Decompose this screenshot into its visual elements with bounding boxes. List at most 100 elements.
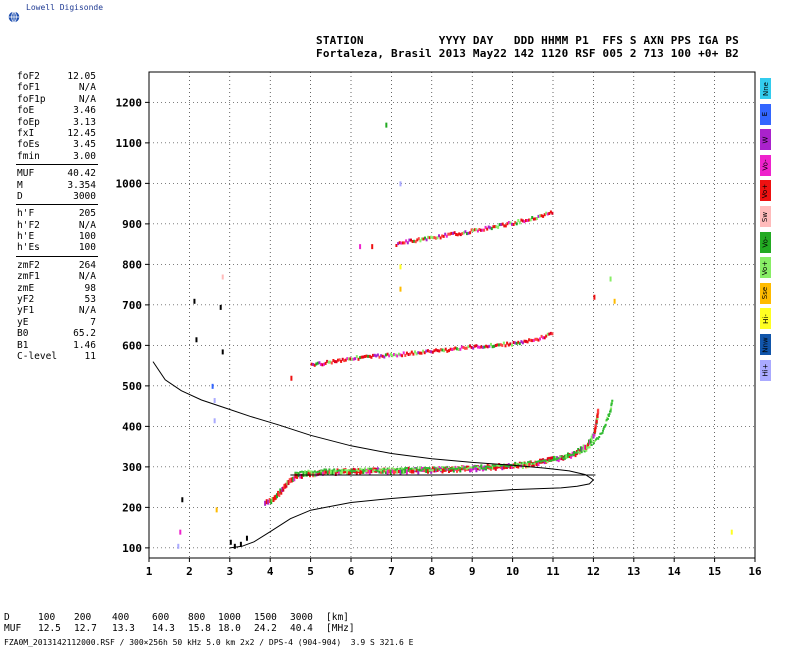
trace-marker: [389, 469, 392, 472]
trace-marker: [466, 232, 468, 236]
trace-marker: [531, 339, 534, 343]
trace-marker: [535, 461, 538, 467]
trace-marker: [573, 453, 575, 456]
noise-marker: [399, 264, 402, 270]
trace-marker: [413, 239, 416, 243]
trace-marker: [422, 349, 425, 353]
trace-marker: [486, 345, 489, 349]
legend-label: Sse: [761, 287, 770, 300]
trace-marker: [347, 357, 350, 361]
trace-marker: [423, 351, 426, 355]
trace-marker: [427, 235, 430, 239]
trace-marker: [599, 432, 602, 435]
trace-marker: [410, 468, 413, 474]
param-value: 7: [90, 316, 96, 328]
trace-marker: [493, 464, 496, 470]
trace-marker: [497, 225, 500, 229]
trace-marker: [525, 463, 527, 469]
trace-marker: [405, 351, 408, 355]
trace-marker: [336, 469, 339, 472]
trace-marker: [425, 349, 428, 353]
trace-marker: [333, 468, 336, 474]
param-row: M 3.354: [0, 180, 98, 191]
trace-marker: [528, 218, 531, 222]
trace-marker: [537, 214, 540, 218]
trace-marker: [587, 446, 590, 449]
trace-marker: [606, 418, 609, 420]
trace-marker: [419, 239, 422, 243]
param-name: MUF: [17, 168, 35, 180]
legend-item: Vo+: [760, 257, 771, 279]
trace-marker: [507, 221, 510, 224]
trace-marker: [525, 219, 527, 222]
param-row: fxI 12.45: [0, 128, 98, 139]
trace-marker: [315, 362, 318, 366]
trace-marker: [399, 353, 402, 357]
param-row: h'F 205: [0, 208, 98, 219]
trace-marker: [268, 498, 271, 503]
trace-marker: [444, 232, 447, 236]
x-tick-label: 14: [668, 565, 682, 578]
trace-marker: [397, 242, 400, 246]
trace-marker: [459, 467, 462, 469]
trace-marker: [430, 235, 433, 239]
trace-marker: [381, 468, 384, 474]
trace-marker: [486, 227, 489, 231]
trace-marker: [360, 468, 363, 471]
trace-marker: [439, 236, 442, 240]
trace-marker: [520, 340, 523, 344]
trace-marker: [412, 467, 415, 470]
trace-marker: [549, 459, 552, 462]
trace-marker: [441, 466, 444, 469]
trace-marker: [373, 469, 376, 472]
trace-marker: [574, 452, 577, 458]
table-cell: 12.5: [38, 623, 61, 634]
trace-marker: [523, 339, 526, 343]
trace-marker: [506, 222, 509, 226]
trace-marker: [318, 361, 321, 365]
trace-marker: [517, 340, 520, 344]
trace-marker: [601, 431, 604, 434]
param-value: 53: [84, 294, 96, 306]
trace-marker: [434, 236, 437, 240]
trace-marker: [469, 344, 471, 348]
trace-marker: [373, 353, 376, 357]
trace-marker: [416, 238, 419, 242]
trace-marker: [600, 432, 603, 435]
legend-label: Sw: [761, 211, 770, 222]
trace-marker: [399, 467, 402, 470]
trace-marker: [607, 413, 610, 416]
trace-marker: [299, 473, 302, 479]
legend-label: Hi-: [761, 314, 770, 324]
trace-marker: [525, 339, 527, 343]
trace-marker: [512, 341, 515, 344]
trace-marker: [351, 357, 353, 361]
table-cell: 1000: [218, 612, 241, 623]
param-name: foE: [17, 105, 35, 117]
trace-marker: [456, 347, 458, 351]
x-tick-label: 9: [469, 565, 476, 578]
trace-marker: [380, 469, 383, 472]
trace-marker: [540, 214, 543, 218]
noise-marker: [290, 375, 293, 381]
trace-marker: [478, 345, 481, 349]
trace-marker: [526, 219, 529, 222]
trace-marker: [423, 467, 426, 473]
legend-item: Vo-: [760, 154, 771, 176]
table-cell: 1500: [254, 612, 277, 623]
trace-marker: [470, 345, 473, 349]
trace-marker: [580, 451, 583, 454]
trace-marker: [370, 355, 373, 359]
trace-marker: [447, 232, 450, 236]
trace-marker: [483, 467, 486, 470]
trace-marker: [459, 233, 462, 237]
param-name: B0: [17, 328, 29, 340]
trace-marker: [355, 468, 358, 471]
trace-marker: [501, 343, 504, 347]
param-name: yF2: [17, 294, 35, 306]
param-value: 100: [78, 231, 96, 243]
noise-marker: [193, 298, 196, 304]
trace-marker: [357, 357, 360, 361]
trace-marker: [597, 408, 600, 414]
trace-marker: [312, 471, 315, 474]
